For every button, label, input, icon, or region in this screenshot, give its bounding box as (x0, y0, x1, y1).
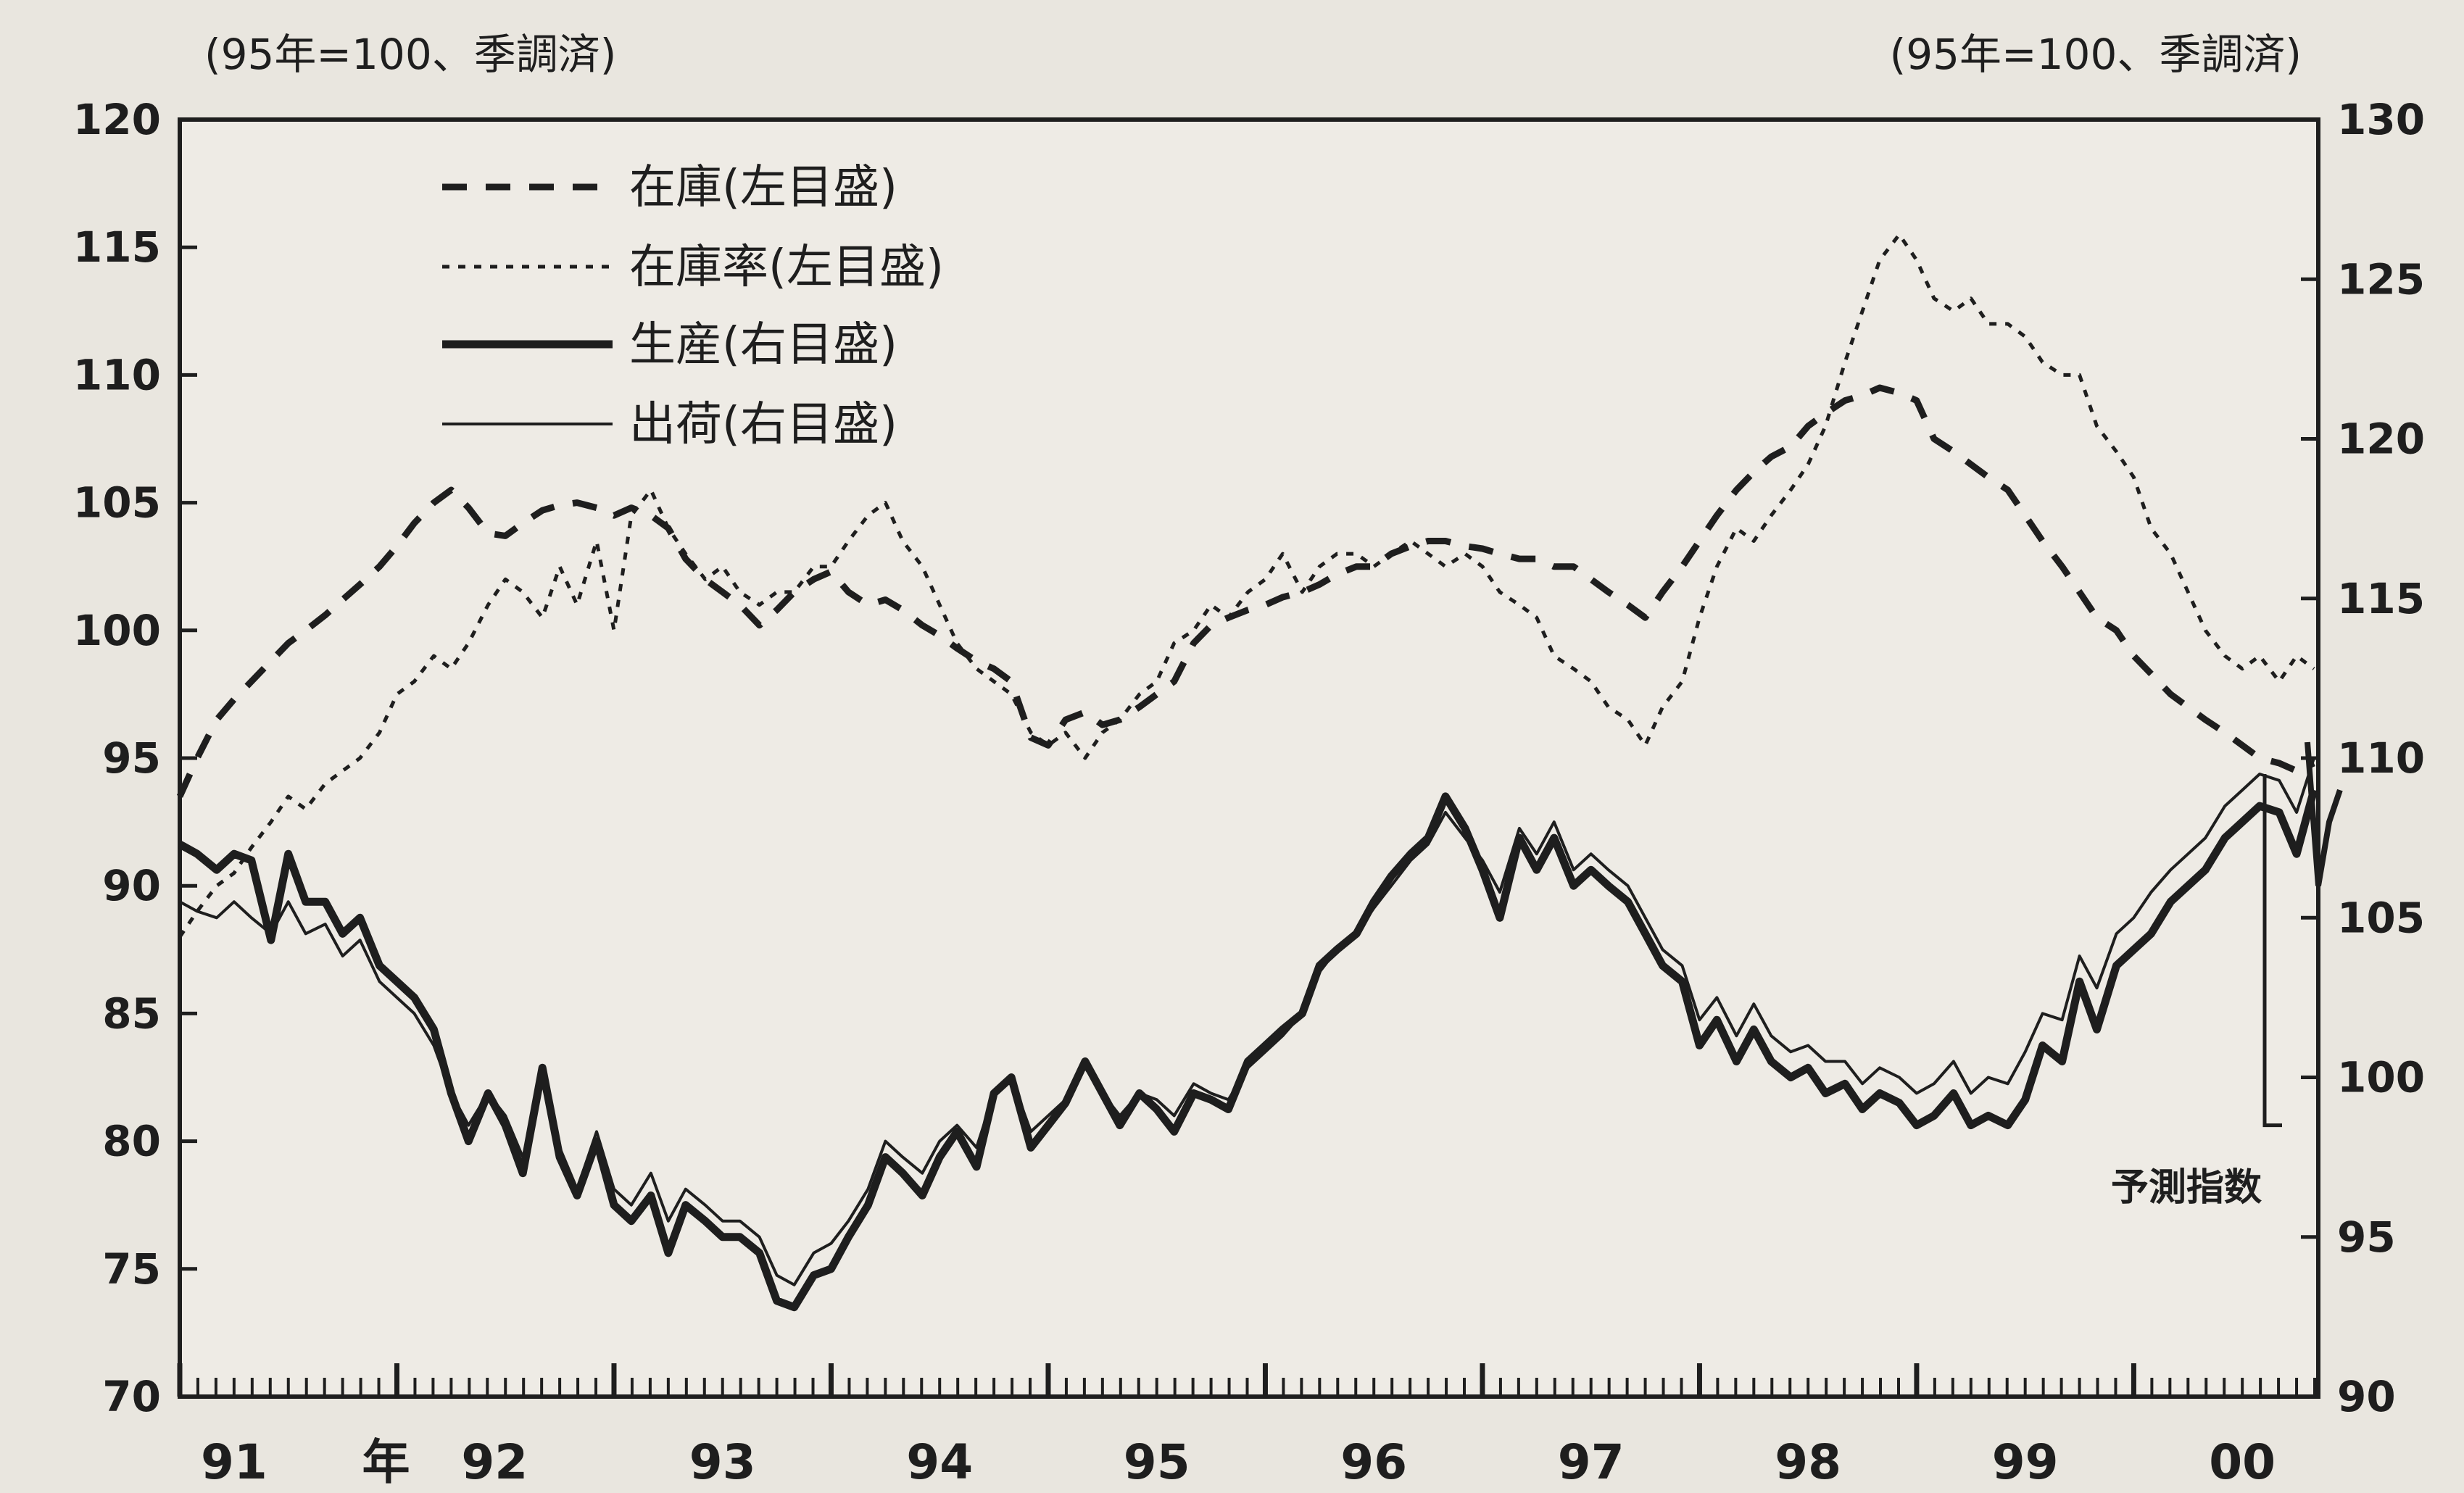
right-tick-label-125: 125 (2337, 254, 2425, 304)
right-tick-label-105: 105 (2337, 893, 2425, 942)
x-label-6: 96 (1340, 1434, 1407, 1490)
series-line-1 (178, 233, 2315, 939)
right-tick-label-90: 90 (2337, 1372, 2396, 1421)
left-tick-label-120: 120 (73, 95, 161, 144)
series-line-0 (176, 384, 2315, 798)
x-label-5: 95 (1124, 1434, 1190, 1490)
labels-layer: 70 75 80 85 90 95 100 105 110 115 120 90 95 100 105 110… (73, 95, 2425, 1490)
forecast-bracket (2262, 774, 2282, 1128)
right-tick-label-115: 115 (2337, 574, 2425, 623)
left-tick-label-75: 75 (102, 1244, 161, 1294)
forecast-annotation: 予測指数 (2111, 1166, 2262, 1210)
left-tick-label-90: 90 (102, 861, 161, 910)
legend: 在庫(左目盛) 在庫率(左目盛) 生産(右目盛) 出荷(右目盛) (442, 161, 944, 452)
right-tick-label-100: 100 (2337, 1053, 2425, 1102)
x-label-10: 00 (2209, 1434, 2276, 1490)
left-tick-label-110: 110 (73, 350, 161, 399)
x-label-8: 98 (1775, 1434, 1841, 1490)
left-axis-unit-label: (95年=100、季調済) (204, 30, 616, 79)
legend-label-inventory: 在庫(左目盛) (629, 161, 897, 215)
x-label-2: 92 (461, 1434, 528, 1490)
left-tick-label-80: 80 (102, 1117, 161, 1166)
series-line-3 (179, 757, 2315, 1286)
x-label-1: 年 (362, 1434, 410, 1490)
left-tick-label-70: 70 (102, 1372, 161, 1421)
forecast-line (2305, 741, 2343, 886)
x-label-7: 97 (1558, 1434, 1625, 1490)
x-label-9: 99 (1992, 1434, 2059, 1490)
left-tick-label-85: 85 (102, 989, 161, 1038)
right-tick-label-130: 130 (2337, 95, 2425, 144)
legend-label-production: 生産(右目盛) (629, 318, 897, 372)
ticks-layer (177, 117, 2318, 1399)
legend-label-shipments: 出荷(右目盛) (629, 398, 897, 452)
x-label-4: 94 (906, 1434, 973, 1490)
right-tick-label-95: 95 (2337, 1213, 2396, 1262)
right-axis-unit-label: (95年=100、季調済) (1890, 30, 2302, 79)
right-tick-label-120: 120 (2337, 415, 2425, 464)
lines-layer (176, 233, 2343, 1312)
legend-label-inventory-ratio: 在庫率(左目盛) (629, 241, 944, 294)
plot-area-frame (178, 117, 2320, 1399)
x-label-0: 91 (201, 1434, 267, 1490)
left-tick-label-100: 100 (73, 606, 161, 655)
left-tick-label-95: 95 (102, 733, 161, 783)
left-tick-label-115: 115 (73, 223, 161, 272)
x-label-3: 93 (689, 1434, 756, 1490)
right-tick-label-110: 110 (2337, 733, 2425, 783)
left-tick-label-105: 105 (73, 478, 161, 528)
